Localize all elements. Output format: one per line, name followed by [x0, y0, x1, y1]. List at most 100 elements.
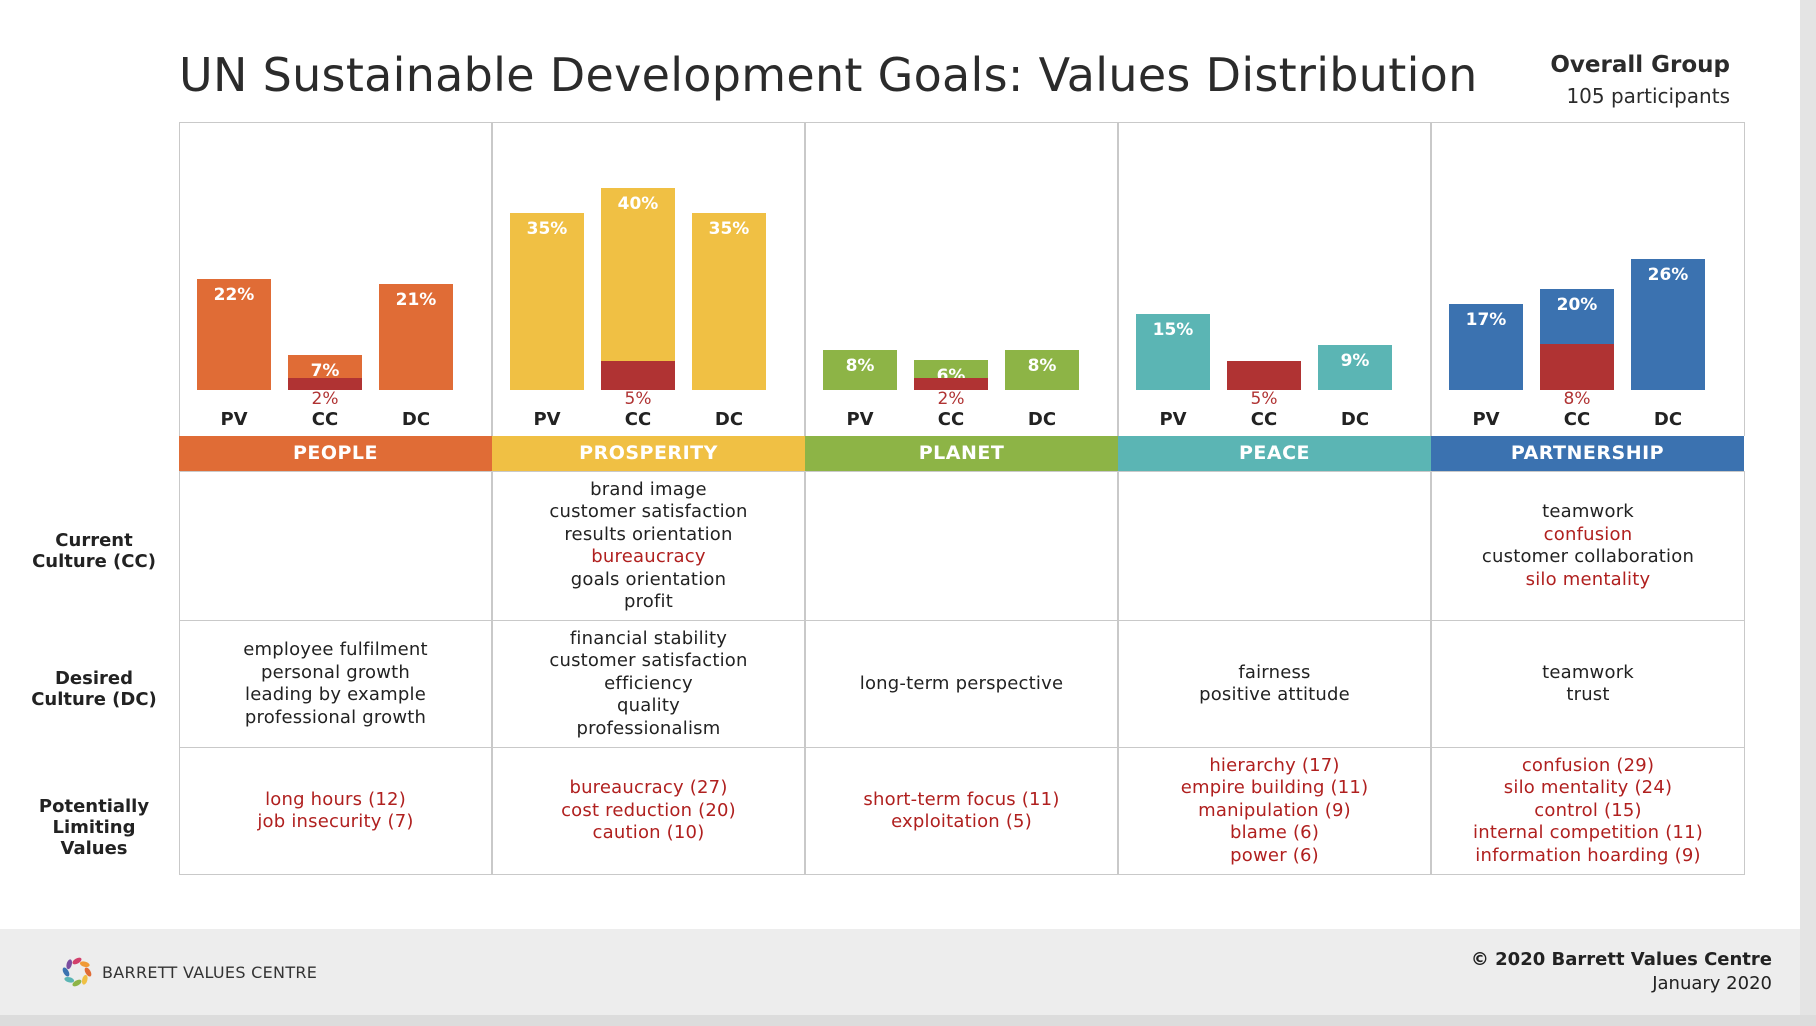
value-item: silo mentality: [1525, 568, 1651, 590]
value-item: cost reduction (20): [561, 799, 736, 821]
bar-value-label: 21%: [395, 289, 437, 310]
value-item: short-term focus (11): [863, 788, 1060, 810]
value-item: long-term perspective: [859, 672, 1064, 694]
bar-peace-pv: 15%: [1136, 314, 1210, 390]
value-item: trust: [1566, 684, 1610, 705]
bar-people-pv: 22%: [197, 278, 271, 390]
bar-planet-cc: 6%: [914, 359, 988, 390]
axis-label-dc: DC: [714, 409, 744, 430]
current-culture-cell-prosperity: brand image customer satisfaction results …: [492, 471, 805, 621]
value-item: job insecurity (7): [257, 811, 414, 832]
logo-petal: [72, 957, 82, 965]
current-culture-cell-people: [179, 471, 492, 621]
bar-partnership-pv: 17%: [1449, 304, 1523, 390]
bar-limiting-segment: [1227, 360, 1301, 390]
value-item: customer satisfaction: [549, 650, 748, 672]
value-item: control (15): [1534, 799, 1642, 821]
value-item: manipulation (9): [1198, 799, 1351, 821]
category-header-prosperity: PROSPERITY: [492, 436, 805, 471]
value-item: confusion: [1543, 523, 1633, 545]
chart-panel-peace: 15%PV5%5%CC9%DC: [1118, 122, 1431, 436]
bar-value-label: 26%: [1647, 264, 1689, 285]
chart-panel-planet: 8% PV 2% 6% CC 8% DC: [805, 122, 1118, 436]
bar-limiting-segment: [288, 378, 362, 390]
value-item: information hoarding (9): [1475, 844, 1701, 866]
bar-partnership-cc: 20%: [1540, 289, 1614, 390]
value-item: blame (6): [1229, 822, 1320, 844]
axis-label-cc: CC: [624, 409, 652, 430]
bar-value-label: 40%: [617, 194, 659, 214]
value-item: positive attitude: [1199, 684, 1350, 705]
limiting-percent-label: 8%: [1563, 389, 1591, 409]
chart-panel-prosperity: 35% PV 5% 40% CC 35% DC: [492, 122, 805, 436]
logo-petal: [66, 959, 73, 970]
logo-petal: [62, 967, 70, 977]
axis-label-dc: DC: [1653, 409, 1683, 430]
desired-culture-cell-peace: fairness positive attitude: [1118, 620, 1431, 748]
bar-peace-cc: 5%: [1227, 360, 1301, 391]
bar-prosperity-cc: 40%: [601, 188, 675, 390]
footer: BARRETT VALUES CENTRE © 2020 Barrett Val…: [0, 929, 1800, 1015]
limiting-percent-label: 5%: [1250, 389, 1278, 409]
value-item: power (6): [1230, 844, 1319, 866]
value-item: internal competition (11): [1473, 822, 1703, 844]
limiting-percent-label: 2%: [937, 389, 965, 409]
chart-panel-partnership: 17% PV 8% 20% CC 26% DC: [1431, 122, 1745, 436]
bar-peace-dc: 9%: [1318, 344, 1392, 390]
value-item: brand image: [590, 478, 707, 500]
current-culture-cell-peace: [1118, 471, 1431, 621]
value-item: efficiency: [604, 672, 693, 694]
barrett-logo-icon: [62, 957, 92, 987]
logo-petal: [84, 967, 92, 977]
category-header-people: PEOPLE: [179, 436, 492, 471]
axis-label-dc: DC: [401, 409, 431, 430]
axis-label-pv: PV: [220, 409, 248, 430]
bar-limiting-segment: [1540, 343, 1614, 390]
bar-value-label: 35%: [708, 219, 750, 240]
bar-value-label: 9%: [1340, 350, 1370, 371]
bar-value-label: 7%: [310, 360, 340, 381]
value-item: long hours (12): [265, 788, 406, 810]
bar-value-label: 35%: [526, 219, 568, 240]
row-label-current-culture: Current Culture (CC): [32, 530, 156, 572]
value-item: customer collaboration: [1481, 546, 1695, 567]
logo-petal: [72, 979, 82, 987]
category-header-partnership: PARTNERSHIP: [1431, 436, 1744, 471]
axis-label-cc: CC: [1250, 409, 1278, 430]
value-item: exploitation (5): [891, 811, 1032, 832]
bar-prosperity-dc: 35%: [692, 213, 766, 390]
bar-planet-pv: 8%: [823, 349, 897, 390]
axis-label-dc: DC: [1027, 409, 1057, 430]
desired-culture-cell-planet: long-term perspective: [805, 620, 1118, 748]
value-item: professional growth: [244, 706, 427, 728]
axis-label-pv: PV: [533, 409, 561, 430]
value-item: customer satisfaction: [549, 501, 748, 522]
bar-value-label: 8%: [845, 355, 875, 376]
value-item: leading by example: [245, 684, 426, 705]
value-item: caution (10): [592, 822, 705, 844]
chart-panel-people: 22% PV 2% 7% CC 21% DC: [179, 122, 492, 436]
axis-label-pv: PV: [1472, 409, 1500, 430]
group-info: Overall Group 105 participants: [1550, 52, 1730, 108]
bar-people-dc: 21%: [379, 283, 453, 390]
limiting-values-cell-prosperity: bureaucracy (27) cost reduction (20) cauti…: [492, 747, 805, 875]
limiting-percent-label: 2%: [311, 389, 339, 409]
limiting-values-cell-planet: short-term focus (11) exploitation (5): [805, 747, 1118, 875]
value-item: hierarchy (17): [1209, 754, 1340, 776]
window-bottom-edge: [0, 1015, 1816, 1026]
value-item: personal growth: [260, 661, 411, 683]
logo-petal: [64, 976, 75, 983]
bar-partnership-dc: 26%: [1631, 258, 1705, 390]
axis-label-cc: CC: [937, 409, 965, 430]
value-item: quality: [617, 695, 680, 717]
bar-value-label: 22%: [213, 284, 255, 305]
bar-value-label: 15%: [1152, 320, 1194, 341]
value-item: confusion (29): [1521, 754, 1655, 776]
bar-limiting-segment: [601, 360, 675, 390]
value-item: teamwork: [1542, 661, 1634, 683]
value-item: financial stability: [569, 627, 728, 649]
bar-value-label: 8%: [1027, 355, 1057, 376]
value-item: empire building (11): [1180, 777, 1369, 799]
category-header-peace: PEACE: [1118, 436, 1431, 471]
axis-label-pv: PV: [1159, 409, 1187, 430]
